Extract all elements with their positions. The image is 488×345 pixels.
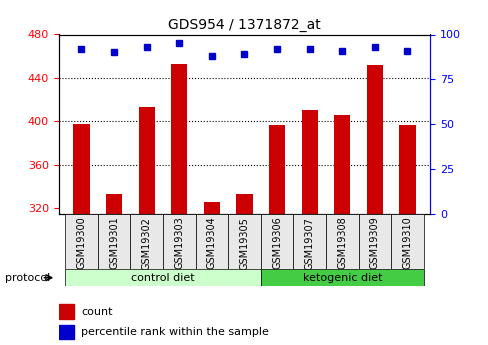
Text: GSM19301: GSM19301 — [109, 217, 119, 269]
Bar — [59, 304, 73, 319]
Bar — [163, 214, 195, 269]
Text: GSM19303: GSM19303 — [174, 217, 184, 269]
Text: GSM19308: GSM19308 — [337, 217, 346, 269]
Text: count: count — [81, 307, 112, 317]
Bar — [325, 214, 358, 269]
Bar — [260, 214, 293, 269]
Bar — [293, 214, 325, 269]
Text: GSM19305: GSM19305 — [239, 217, 249, 269]
Bar — [65, 269, 260, 286]
Text: protocol: protocol — [5, 273, 50, 283]
Text: GSM19307: GSM19307 — [304, 217, 314, 269]
Bar — [366, 65, 382, 214]
Bar — [73, 124, 89, 214]
Text: GSM19309: GSM19309 — [369, 217, 379, 269]
Bar — [260, 269, 423, 286]
Bar — [171, 64, 187, 214]
Bar — [399, 125, 415, 214]
Bar — [203, 202, 220, 214]
Text: percentile rank within the sample: percentile rank within the sample — [81, 327, 268, 337]
Bar — [106, 194, 122, 214]
Text: GSM19302: GSM19302 — [142, 217, 151, 269]
Bar — [65, 214, 98, 269]
Text: ketogenic diet: ketogenic diet — [302, 273, 381, 283]
Bar — [195, 214, 228, 269]
Bar — [301, 109, 317, 214]
Text: control diet: control diet — [131, 273, 194, 283]
Bar — [236, 194, 252, 214]
Bar — [333, 115, 350, 214]
Title: GDS954 / 1371872_at: GDS954 / 1371872_at — [168, 18, 320, 32]
Bar — [130, 214, 163, 269]
Bar — [358, 214, 390, 269]
Bar — [59, 325, 73, 339]
Bar — [268, 125, 285, 214]
Text: GSM19304: GSM19304 — [206, 217, 217, 269]
Bar — [98, 214, 130, 269]
Text: GSM19306: GSM19306 — [271, 217, 282, 269]
Text: GSM19300: GSM19300 — [76, 217, 86, 269]
Text: GSM19310: GSM19310 — [402, 217, 412, 269]
Bar — [390, 214, 423, 269]
Bar — [228, 214, 260, 269]
Bar — [138, 107, 155, 214]
